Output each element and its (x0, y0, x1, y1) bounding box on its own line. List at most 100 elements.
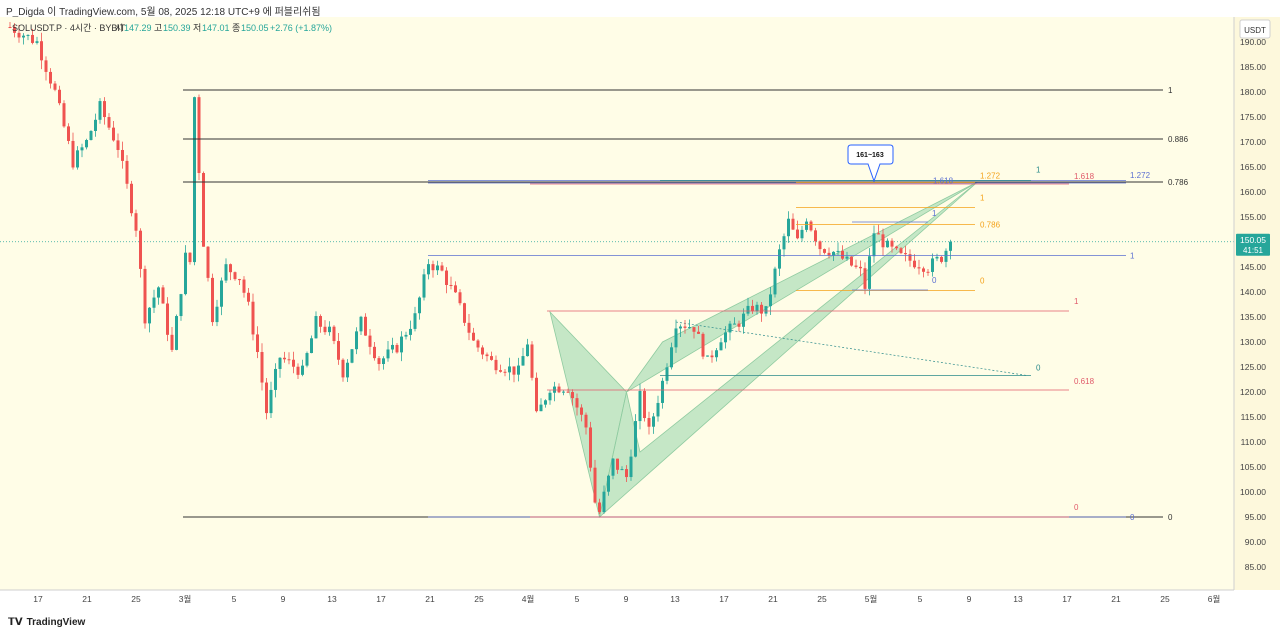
time-axis[interactable] (0, 590, 1280, 612)
time-axis-ticks: 17 21 25 3월 5 9 13 17 21 25 4월 5 9 13 17 21 25 5월 5 9 13 17 21… (33, 594, 1220, 604)
candle (683, 320, 687, 334)
candle (310, 335, 313, 354)
candle (643, 388, 646, 422)
candle (382, 356, 385, 370)
publish-caption: P_Digda 이 TradingView.com, 5월 08, 2025 1… (6, 7, 321, 18)
time-tick-10: 4월 (522, 594, 535, 604)
candle (755, 301, 759, 315)
candle (341, 358, 345, 382)
candle (890, 238, 894, 253)
candle (809, 220, 813, 232)
fib-label-blue-7: 0 (1130, 513, 1135, 522)
price-tick-19: 180.00 (1240, 87, 1266, 97)
candle (517, 357, 520, 382)
fib-label-orange-14: 0.786 (980, 221, 1001, 230)
candle (949, 239, 952, 260)
candle (881, 228, 885, 257)
candle (328, 321, 331, 336)
fib-label-blue-5: 1 (1130, 252, 1135, 261)
candle (787, 211, 790, 243)
candle (197, 94, 201, 181)
candle (44, 56, 48, 81)
price-tick-14: 155.00 (1240, 212, 1266, 222)
candle (409, 320, 412, 341)
candle (112, 120, 115, 142)
candle (742, 308, 745, 334)
tradingview-mark-icon: 𝗧𝗩 (8, 617, 23, 628)
candle (319, 314, 322, 333)
candle (463, 302, 466, 326)
candle (944, 248, 948, 268)
candle (611, 458, 615, 480)
candle (904, 245, 907, 262)
candle (859, 260, 862, 277)
candle (616, 458, 619, 474)
candle (53, 81, 57, 92)
price-tick-21: 190.00 (1240, 37, 1266, 47)
plot-area[interactable] (0, 17, 1234, 595)
legend-low-value: 147.01 (202, 23, 230, 33)
candle (391, 337, 394, 354)
candle (899, 247, 903, 255)
candle (571, 389, 574, 406)
legend-close-value: 150.05 (241, 23, 269, 33)
fib-label-teal-19: 0 (1036, 364, 1041, 373)
price-tick-12: 145.00 (1240, 262, 1266, 272)
price-tick-17: 170.00 (1240, 137, 1266, 147)
time-tick-21: 17 (1062, 594, 1072, 604)
candle (481, 345, 484, 360)
price-tick-4: 105.00 (1240, 462, 1266, 472)
candle (274, 363, 277, 398)
time-tick-13: 13 (670, 594, 680, 604)
candle (647, 411, 651, 435)
candle (895, 245, 898, 251)
fib-label-black-1: 0.886 (1168, 135, 1189, 144)
time-tick-24: 6월 (1208, 594, 1221, 604)
price-tick-7: 120.00 (1240, 387, 1266, 397)
candle (13, 23, 16, 38)
fib-label-red-9: 1 (1074, 297, 1079, 306)
candle (292, 351, 295, 374)
candle (373, 342, 376, 361)
candle (224, 258, 228, 283)
candle (368, 329, 372, 355)
candle (215, 299, 219, 327)
candle (427, 259, 430, 280)
candle (22, 33, 25, 45)
candle (688, 319, 691, 329)
candle (143, 265, 147, 329)
price-chart[interactable]: 1 0.886 0.786 0 1.618 1 1.272 0 1.618 1 0.618 0 1.27… (0, 17, 1280, 612)
legend-symbol: SOLUSDT.P · 4시간 · BYBIT (12, 23, 126, 33)
candle (458, 289, 462, 306)
fib-label-blue_small-16: 1 (932, 209, 937, 218)
candle (161, 285, 165, 304)
currency-box[interactable] (1239, 19, 1271, 39)
candle (557, 383, 561, 394)
candle (238, 278, 241, 285)
candle (634, 414, 637, 458)
candle (679, 324, 682, 337)
time-tick-2: 25 (131, 594, 141, 604)
price-tick-6: 115.00 (1241, 412, 1267, 422)
currency-label: USDT (1244, 26, 1266, 35)
candle (530, 341, 534, 381)
candle (8, 21, 12, 29)
candle (422, 268, 426, 301)
candle (35, 36, 39, 45)
candle (413, 306, 417, 332)
price-axis[interactable] (1234, 17, 1280, 595)
candle (62, 100, 66, 128)
time-tick-9: 25 (474, 594, 484, 604)
fib-label-red-8: 1.618 (1074, 172, 1095, 181)
candle (220, 277, 223, 316)
tradingview-logo[interactable]: 𝗧𝗩 TradingView (8, 617, 85, 628)
candle (872, 225, 876, 263)
candle (377, 356, 381, 371)
annotation-callout[interactable]: 161~163 (847, 144, 894, 183)
footer-bar: 𝗧𝗩 TradingView (0, 612, 1280, 634)
candle (670, 342, 673, 370)
legend-open-label: 시 (115, 23, 123, 33)
candle (746, 297, 750, 316)
fib-label-black-3: 0 (1168, 513, 1173, 522)
candle (886, 238, 889, 248)
